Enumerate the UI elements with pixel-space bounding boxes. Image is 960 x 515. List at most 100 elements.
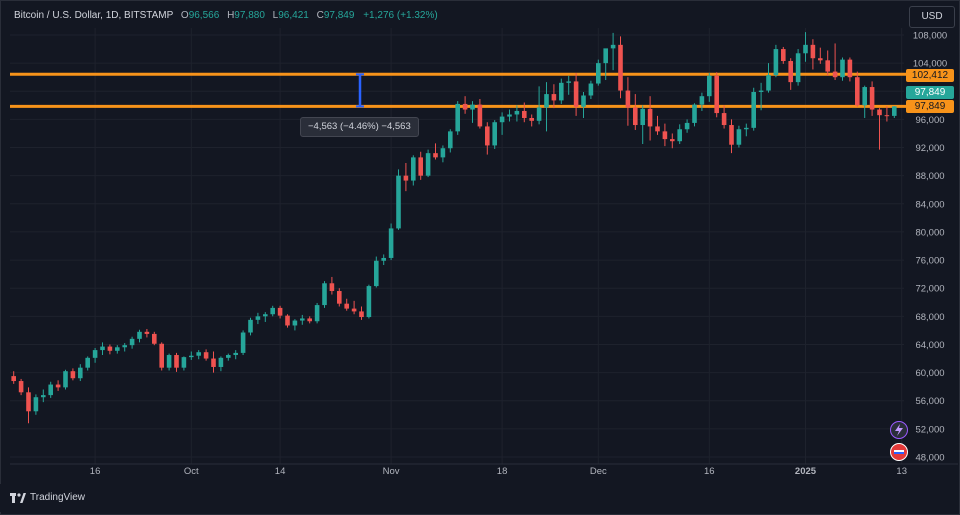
candle-body [403, 175, 409, 181]
candle-body [196, 352, 201, 356]
candle-body [137, 331, 142, 339]
candle-body [573, 81, 579, 107]
candle-body [366, 286, 372, 318]
candle-body [855, 77, 860, 106]
candle-body [411, 157, 416, 181]
candle-body [884, 115, 890, 117]
candle-body [285, 315, 290, 326]
open-value: 96,566 [188, 10, 220, 21]
x-tick-label: 2025 [795, 466, 817, 477]
candle-body [692, 104, 697, 123]
measure-label: −4,563 (−4.46%) −4,563 [300, 117, 419, 137]
candle-body [744, 127, 749, 130]
x-tick-label: Nov [383, 466, 400, 477]
candle-body [707, 75, 712, 97]
candle-body [477, 104, 483, 127]
candle-body [129, 338, 135, 346]
candle-body [144, 331, 150, 334]
candle-body [314, 305, 320, 322]
candle-body [85, 357, 90, 368]
y-tick-label: 108,000 [913, 31, 947, 42]
candle-body [381, 257, 386, 261]
candle-body [159, 343, 164, 368]
candle-body [840, 59, 845, 78]
x-tick-label: 14 [275, 466, 286, 477]
candle-body [189, 355, 194, 358]
candle-body [514, 110, 520, 115]
candle-body [773, 49, 779, 76]
candle-body [810, 44, 816, 59]
candle-body [240, 332, 246, 353]
candle-body [26, 392, 31, 412]
y-tick-label: 60,000 [915, 368, 944, 379]
candle-body [766, 75, 771, 91]
candle-body [625, 90, 631, 108]
candle-body [388, 228, 394, 258]
candle-body [795, 53, 801, 83]
candle-body [418, 157, 423, 176]
y-tick-label: 76,000 [915, 256, 944, 267]
x-tick-label: 13 [896, 466, 907, 477]
x-tick-label: Dec [590, 466, 607, 477]
candle-body [670, 139, 675, 142]
candle-body [581, 95, 586, 107]
lower-line-price-tag: 97,849 [906, 100, 954, 113]
flag-icon[interactable] [890, 443, 908, 461]
candle-body [551, 94, 557, 101]
candle-body [48, 384, 53, 396]
candle-body [781, 49, 786, 62]
candle-body [174, 355, 179, 368]
y-tick-label: 64,000 [915, 340, 944, 351]
candle-body [18, 381, 24, 393]
candle-body [78, 367, 83, 379]
price-range-measure [356, 73, 364, 108]
upper-line-price-tag: 102,412 [906, 69, 954, 82]
currency-button[interactable]: USD [909, 6, 955, 28]
zap-icon[interactable] [890, 421, 908, 439]
candle-body [588, 83, 594, 96]
candle-body [847, 59, 853, 78]
candle-body [618, 44, 623, 91]
candle-body [233, 352, 238, 356]
candle-body [248, 319, 253, 333]
candle-body [684, 122, 690, 130]
candle-body [522, 110, 527, 118]
candle-body [699, 96, 705, 105]
symbol-title: Bitcoin / U.S. Dollar, 1D, BITSTAMP [14, 10, 174, 21]
candle-body [721, 113, 727, 126]
candle-body [329, 283, 335, 292]
candle-body [166, 355, 172, 368]
candle-body [485, 126, 490, 146]
tradingview-logo-icon [10, 492, 26, 503]
candle-body [862, 87, 867, 106]
y-tick-label: 52,000 [915, 424, 944, 435]
candle-body [788, 61, 793, 83]
close-value: 97,849 [323, 10, 355, 21]
candle-body [277, 307, 283, 316]
candle-body [662, 131, 668, 140]
candle-body [462, 103, 468, 110]
candle-body [455, 103, 460, 132]
candle-body [374, 260, 379, 287]
candle-body [832, 71, 838, 78]
candle-body [499, 116, 505, 123]
candle-body [322, 283, 327, 306]
y-tick-label: 72,000 [915, 284, 944, 295]
candles [11, 32, 897, 424]
candle-body [92, 350, 98, 358]
y-tick-label: 80,000 [915, 227, 944, 238]
candle-body [529, 117, 534, 121]
candle-body [758, 90, 764, 92]
brand[interactable]: TradingView [10, 492, 85, 503]
candle-body [107, 346, 113, 351]
candle-body [344, 303, 349, 309]
x-tick-label: Oct [184, 466, 199, 477]
y-tick-label: 88,000 [915, 171, 944, 182]
candle-body [507, 114, 512, 117]
y-tick-label: 104,000 [913, 59, 947, 70]
low-label: L [272, 10, 279, 21]
candle-body [226, 355, 231, 358]
candle-body [152, 333, 157, 344]
high-value: 97,880 [234, 10, 265, 21]
